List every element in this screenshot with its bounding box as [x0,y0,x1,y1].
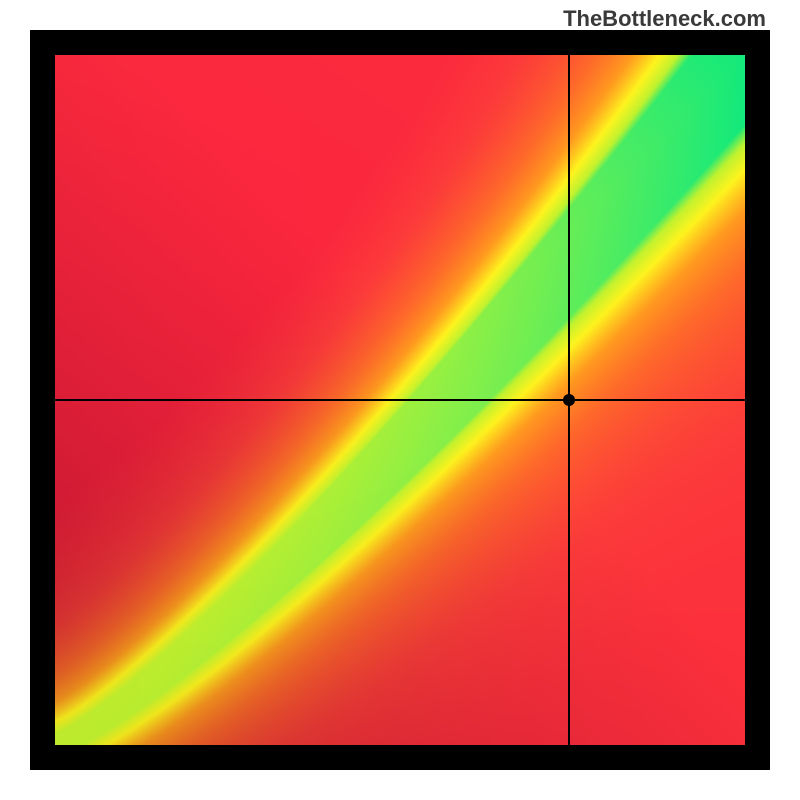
crosshair-horizontal [55,399,745,401]
chart-frame [30,30,770,770]
marker-dot [563,394,575,406]
plot-area [55,55,745,745]
watermark-text: TheBottleneck.com [563,6,766,32]
root-container: TheBottleneck.com [0,0,800,800]
